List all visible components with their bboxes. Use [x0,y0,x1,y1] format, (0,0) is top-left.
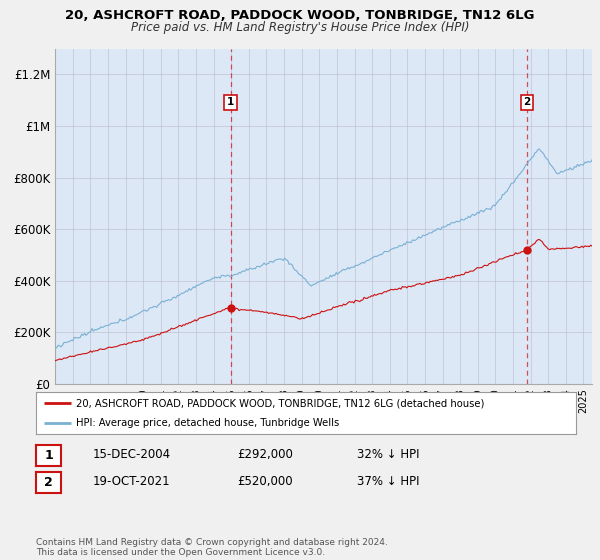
Text: 2: 2 [44,475,53,489]
Text: £520,000: £520,000 [237,475,293,488]
Text: 15-DEC-2004: 15-DEC-2004 [93,448,171,461]
Text: 19-OCT-2021: 19-OCT-2021 [93,475,170,488]
Text: Contains HM Land Registry data © Crown copyright and database right 2024.
This d: Contains HM Land Registry data © Crown c… [36,538,388,557]
Text: Price paid vs. HM Land Registry's House Price Index (HPI): Price paid vs. HM Land Registry's House … [131,21,469,34]
Text: £292,000: £292,000 [237,448,293,461]
Text: 20, ASHCROFT ROAD, PADDOCK WOOD, TONBRIDGE, TN12 6LG (detached house): 20, ASHCROFT ROAD, PADDOCK WOOD, TONBRID… [77,398,485,408]
Text: 37% ↓ HPI: 37% ↓ HPI [357,475,419,488]
Text: 32% ↓ HPI: 32% ↓ HPI [357,448,419,461]
Text: HPI: Average price, detached house, Tunbridge Wells: HPI: Average price, detached house, Tunb… [77,418,340,428]
Text: 1: 1 [227,97,234,108]
Text: 1: 1 [44,449,53,462]
Text: 20, ASHCROFT ROAD, PADDOCK WOOD, TONBRIDGE, TN12 6LG: 20, ASHCROFT ROAD, PADDOCK WOOD, TONBRID… [65,9,535,22]
Text: 2: 2 [523,97,530,108]
